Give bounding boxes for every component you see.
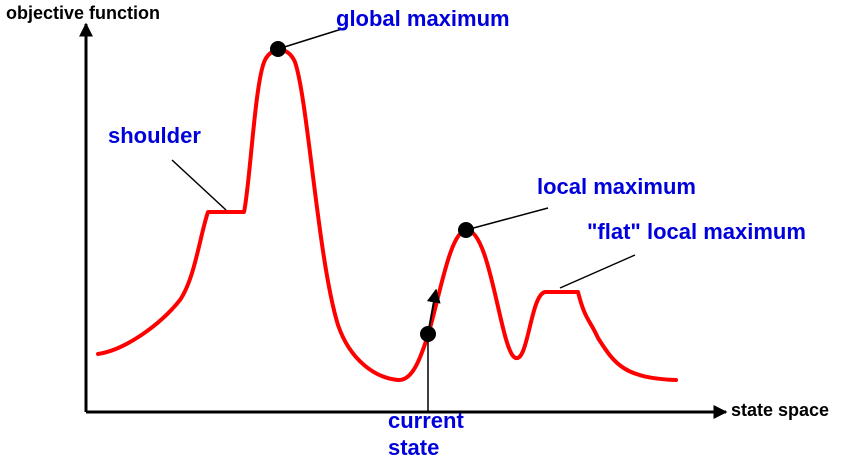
- flat-local-maximum-leader: [559, 254, 636, 289]
- local-maximum-point: [458, 222, 474, 238]
- local-maximum-label: local maximum: [537, 174, 696, 199]
- shoulder-label: shoulder: [108, 123, 201, 148]
- shoulder-leader: [171, 159, 227, 211]
- objective-curve: [96, 47, 678, 382]
- current-state-label-line1: current: [388, 408, 464, 433]
- x-axis-label: state space: [731, 400, 829, 420]
- local-maximum-leader: [465, 207, 549, 231]
- y-axis-label: objective function: [6, 3, 160, 23]
- current-state-label-line2: state: [388, 435, 439, 460]
- global-maximum-label: global maximum: [336, 6, 510, 31]
- current-state-point: [420, 326, 436, 342]
- global-maximum-leader: [277, 27, 346, 50]
- global-maximum-point: [270, 41, 286, 57]
- flat-local-maximum-label: "flat" local maximum: [587, 219, 806, 244]
